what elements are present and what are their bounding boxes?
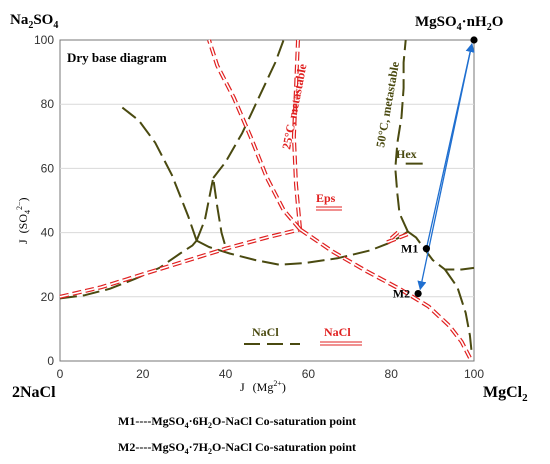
y-tick-label: 40 [41, 226, 55, 240]
corner-label-2nacl: 2NaCl [12, 384, 56, 401]
curve-red-25c-inner [299, 228, 471, 359]
curve-olive-50c [59, 239, 198, 300]
y-tick-labels: 0 20 40 60 80 100 [34, 33, 54, 368]
data-points: M1 M2 [393, 36, 478, 301]
y-axis-label: J(SO42−) [15, 197, 32, 244]
curve-label-25c: 25°C, metastable [279, 62, 309, 151]
curve-olive-50c [407, 230, 475, 271]
x-tick-labels: 0 20 40 60 80 100 [57, 367, 485, 381]
curve-olive-50c [117, 103, 198, 241]
x-tick-label: 20 [136, 367, 150, 381]
curve-olive-50c [195, 177, 227, 248]
x-tick-label: 0 [57, 367, 64, 381]
point-apex [470, 36, 478, 44]
legend-label-red: NaCl [324, 325, 351, 339]
x-axis-label: J (Mg2+) [240, 379, 286, 394]
chart-subtitle: Dry base diagram [67, 50, 167, 65]
gridlines [60, 103, 474, 298]
footnote-m1: M1----MgSO4·6H2O-NaCl Co-saturation poin… [118, 414, 356, 430]
corner-label-mgso4-nh2o: MgSO4·nH2O [415, 14, 503, 33]
arrows [417, 42, 475, 291]
curve-red-25c-inner [293, 39, 301, 230]
x-tick-label: 60 [302, 367, 316, 381]
curve-olive-50c [212, 39, 285, 179]
point-label-m2: M2 [393, 287, 410, 301]
curve-olive-50c [444, 268, 473, 355]
y-tick-label: 100 [34, 33, 54, 47]
x-tick-label: 100 [464, 367, 484, 381]
curve-red-25c-inner [386, 233, 409, 243]
legend-label-olive: NaCl [252, 325, 279, 339]
footnote-m2: M2----MgSO4·7H2O-NaCl Co-saturation poin… [118, 440, 356, 456]
phase-boundary-curves [59, 39, 475, 359]
curve-label-hex: Hex [396, 147, 417, 161]
y-tick-label: 80 [41, 97, 55, 111]
y-tick-label: 20 [41, 290, 55, 304]
plot-frame [59, 39, 475, 362]
y-tick-label: 0 [47, 354, 54, 368]
y-tick-label: 60 [41, 161, 55, 175]
curve-olive-50c [394, 39, 409, 233]
point-m2 [414, 289, 422, 298]
point-label-m1: M1 [401, 242, 418, 256]
curve-label-eps: Eps [316, 191, 336, 205]
curve-red-25c-inner [208, 39, 301, 230]
arrow-line [417, 43, 473, 291]
corner-label-na2so4: Na2SO4 [10, 12, 58, 31]
x-tick-label: 40 [219, 367, 233, 381]
point-m1 [422, 245, 430, 253]
x-tick-label: 80 [385, 367, 399, 381]
curve-red-25c-inner [59, 228, 301, 298]
curve-red-25c-inner [390, 230, 401, 239]
corner-label-mgcl2: MgCl2 [483, 384, 528, 404]
